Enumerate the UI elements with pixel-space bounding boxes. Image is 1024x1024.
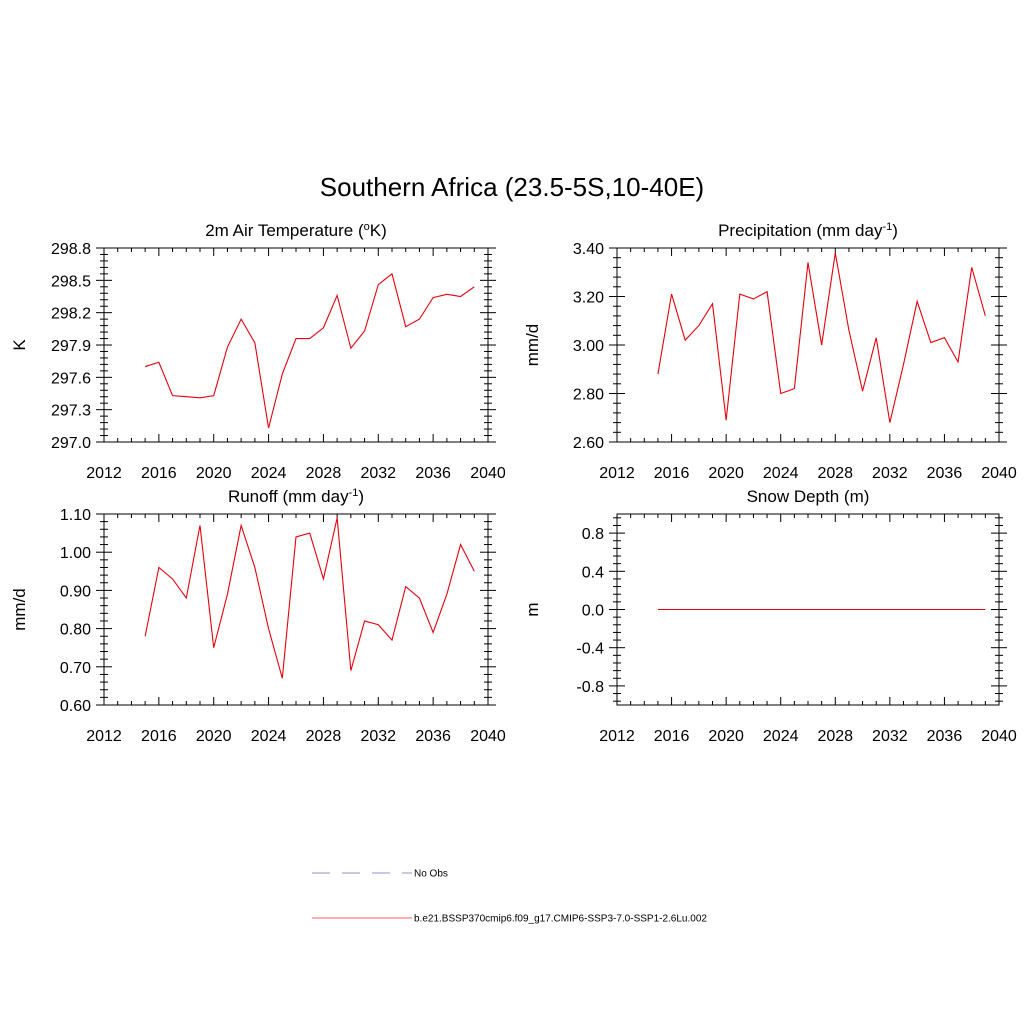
legend-label-no-obs: No Obs (414, 869, 448, 880)
panel-title-superscript: o (364, 221, 370, 233)
y-tick-label: 3.20 (573, 290, 604, 307)
panel-title-text-end: ) (358, 487, 364, 506)
x-tick-label: 2032 (360, 728, 396, 745)
x-tick-label: 2016 (654, 728, 690, 745)
y-axis-label: mm/d (10, 588, 29, 631)
plot-frame-air-temperature (103, 247, 489, 443)
y-axis-label: mm/d (523, 324, 542, 367)
y-tick-label: 3.40 (573, 241, 604, 258)
y-tick-label: -0.4 (576, 641, 604, 658)
series-line-runoff (144, 517, 475, 679)
x-tick-label: 2028 (817, 728, 853, 745)
legend-item-model-run: b.e21.BSSP370cmip6.f09_g17.CMIP6-SSP3-7.… (312, 914, 707, 925)
x-tick-label: 2036 (927, 465, 963, 482)
y-tick-label: 1.00 (60, 545, 91, 562)
x-tick-label: 2012 (86, 465, 122, 482)
x-tick-label: 2016 (141, 728, 177, 745)
y-axis-label: K (10, 339, 29, 351)
y-tick-label: 298.2 (51, 306, 91, 323)
x-tick-label: 2016 (141, 465, 177, 482)
y-tick-label: 297.6 (51, 370, 91, 387)
y-tick-label: 0.4 (582, 564, 604, 581)
plot-frame-precipitation (616, 247, 1000, 443)
panel-title-precipitation: Precipitation (mm day-1) (718, 221, 898, 240)
y-tick-label: 2.80 (573, 387, 604, 404)
panel-title-runoff: Runoff (mm day-1) (228, 487, 364, 506)
y-tick-label: 0.0 (582, 603, 604, 620)
legend-label-model-run: b.e21.BSSP370cmip6.f09_g17.CMIP6-SSP3-7.… (414, 914, 707, 925)
x-tick-label: 2012 (599, 728, 635, 745)
legend-item-no-obs: No Obs (312, 869, 448, 880)
panel-title-text-end: ) (892, 221, 898, 240)
y-tick-label: 2.60 (573, 435, 604, 452)
series-line-precipitation (657, 252, 986, 423)
x-tick-label: 2012 (599, 465, 635, 482)
series-line-air-temperature (144, 272, 475, 429)
x-tick-label: 2040 (470, 728, 506, 745)
x-tick-label: 2028 (306, 728, 342, 745)
panel-air-temperature: 2012 2016 2020 2024 2028 2032 2036 2040 297.0 297… (10, 221, 506, 482)
y-tick-label: 0.60 (60, 698, 91, 715)
x-tick-label: 2040 (470, 465, 506, 482)
x-tick-label: 2032 (872, 728, 908, 745)
legend: No Obs b.e21.BSSP370cmip6.f09_g17.CMIP6-… (312, 869, 707, 925)
x-tick-label: 2036 (415, 465, 451, 482)
figure-title: Southern Africa (23.5-5S,10-40E) (320, 172, 704, 202)
x-tick-label: 2016 (654, 465, 690, 482)
x-tick-label: 2024 (763, 728, 799, 745)
panel-title-text: 2m Air Temperature ( (205, 221, 364, 240)
x-tick-label: 2024 (763, 465, 799, 482)
panel-title-text: Snow Depth (m) (747, 487, 870, 506)
y-axis-label: m (523, 602, 542, 616)
y-tick-label: 297.9 (51, 338, 91, 355)
plot-frame-runoff (103, 513, 489, 706)
panel-precipitation: 2012 2016 2020 2024 2028 2032 2036 2040 2.60 2.80… (523, 221, 1017, 482)
panel-title-air-temperature: 2m Air Temperature (oK) (205, 221, 387, 240)
y-tick-label: 0.90 (60, 583, 91, 600)
x-tick-label: 2028 (817, 465, 853, 482)
y-tick-label: -0.8 (576, 679, 604, 696)
x-tick-label: 2036 (415, 728, 451, 745)
panels: 2012 2016 2020 2024 2028 2032 2036 2040 297.0 297… (10, 221, 1017, 745)
x-tick-label: 2028 (306, 465, 342, 482)
panel-snow-depth: 2012 2016 2020 2024 2028 2032 2036 2040 -0.8 -0.4… (523, 487, 1017, 745)
y-tick-label: 297.0 (51, 435, 91, 452)
x-tick-label: 2032 (872, 465, 908, 482)
y-tick-label: 3.00 (573, 338, 604, 355)
x-tick-label: 2024 (251, 728, 287, 745)
panel-title-text-end: K) (370, 221, 387, 240)
panel-title-superscript: -1 (882, 221, 892, 233)
y-tick-label: 298.5 (51, 273, 91, 290)
x-tick-label: 2032 (360, 465, 396, 482)
panel-title-snow-depth: Snow Depth (m) (747, 487, 870, 506)
y-tick-label: 0.80 (60, 622, 91, 639)
panel-title-text: Precipitation (mm day (718, 221, 883, 240)
y-tick-label: 1.10 (60, 507, 91, 524)
x-tick-label: 2020 (196, 465, 232, 482)
x-tick-label: 2020 (708, 465, 744, 482)
x-tick-label: 2024 (251, 465, 287, 482)
panel-runoff: 2012 2016 2020 2024 2028 2032 2036 2040 0.60 0.70… (10, 487, 506, 745)
y-tick-label: 297.3 (51, 403, 91, 420)
y-tick-label: 0.8 (582, 526, 604, 543)
x-tick-label: 2020 (196, 728, 232, 745)
y-tick-label: 0.70 (60, 660, 91, 677)
y-tick-label: 298.8 (51, 241, 91, 258)
x-tick-label: 2012 (86, 728, 122, 745)
x-tick-label: 2036 (927, 728, 963, 745)
x-tick-label: 2020 (708, 728, 744, 745)
panel-title-text: Runoff (mm day (228, 487, 349, 506)
panel-title-superscript: -1 (349, 487, 359, 499)
x-tick-label: 2040 (981, 465, 1017, 482)
x-tick-label: 2040 (981, 728, 1017, 745)
